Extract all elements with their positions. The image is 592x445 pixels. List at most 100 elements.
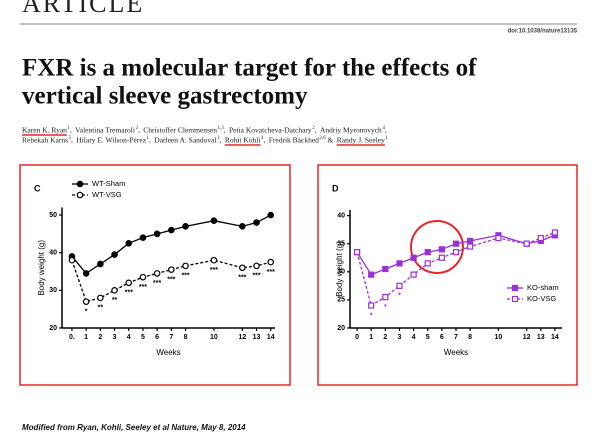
x-tick-label: 14 [267,334,275,341]
author-separator: , [138,126,142,135]
y-tick-label: 35 [337,241,345,248]
marker [125,279,133,287]
y-axis-label: Body weight (g) [37,240,46,296]
significance-label: *** [267,269,275,276]
marker [111,251,118,258]
marker [97,294,104,302]
significance-label: ** [98,305,104,312]
marker [68,256,76,264]
panel-letter: D [332,183,339,193]
legend-label: WT-Sham [92,179,125,188]
author-name: Fredrik Bäckhed [269,136,319,145]
marker [424,260,431,267]
marker [353,249,361,256]
author-name: Karen K. Ryan [22,126,67,135]
y-tick-label: 50 [49,212,57,219]
marker [210,256,218,264]
x-tick-label: 10 [210,334,218,341]
author-affiliation: 1 [385,136,388,141]
author-separator: , [385,126,387,135]
y-tick-label: 20 [49,325,57,332]
significance-label: * [384,304,387,311]
x-tick-label: 13 [537,334,545,341]
author-name: Petia Kovatcheva-Datchary [229,126,312,135]
x-tick-label: 0 [355,334,359,341]
title-line: FXR is a molecular target for the effect… [22,55,477,82]
x-tick-label: 4 [127,334,131,341]
marker [410,271,417,278]
author-affiliation: 1 [217,136,220,141]
marker [382,293,389,301]
marker [410,254,417,261]
y-tick-label: 30 [337,269,345,276]
author-separator: , [315,126,319,135]
marker [267,211,275,219]
x-tick-label: 5 [141,334,145,341]
marker [139,273,147,281]
x-tick-label: 3 [398,334,402,341]
x-tick-label: 7 [169,334,173,341]
author-name: Andriy Myronovych [320,126,382,135]
legend-marker [511,295,519,303]
x-tick-label: 12 [523,334,531,341]
author-name: Darleen A. Sandoval [154,136,216,145]
x-tick-label: 8 [184,334,188,341]
author-affiliation: 1 [147,136,150,141]
y-tick-label: 40 [49,250,57,257]
marker [382,265,389,273]
marker [182,223,189,230]
author-separator: , [263,136,267,145]
y-axis-label: Body weight (g) [335,241,344,297]
section-label: ARTICLE [22,0,144,18]
legend-marker [76,191,84,199]
marker [153,270,161,277]
author-name: Randy J. Seeley [337,136,385,145]
author-separator: , [149,136,153,145]
marker [396,260,403,267]
marker [239,223,246,230]
legend-marker [76,180,84,188]
doi: doi:10.1038/nature13135 [508,29,578,35]
author-affiliation: 2,6 [319,136,326,141]
significance-label: *** [238,275,246,282]
marker [82,270,90,277]
x-axis-label: Weeks [444,348,468,357]
legend-label: KO-VSG [527,294,556,303]
panel-frame [317,164,578,386]
author-name: Valentina Tremaroli [75,126,135,135]
author-separator: , [224,126,228,135]
significance-label: *** [252,273,260,280]
author-separator: , [70,126,74,135]
y-tick-label: 25 [337,297,345,304]
x-axis-label: Weeks [156,348,180,357]
author-affiliation: 4 [382,126,385,131]
author-affiliation: 1,3 [218,126,225,131]
significance-label: * [85,308,88,315]
marker [182,262,189,270]
marker [452,249,460,256]
significance-label: *** [181,273,189,280]
x-tick-label: 10 [495,334,503,341]
marker [452,240,460,247]
y-tick-label: 40 [337,212,345,219]
significance-label: *** [210,267,218,274]
x-tick-label: 6 [155,334,159,341]
y-tick-label: 20 [337,325,345,332]
marker [551,229,559,236]
marker [168,226,175,234]
marker [153,230,161,238]
author-separator: & [326,136,336,145]
author-affiliation: 2 [135,126,138,131]
author-name: Rebekah Karns [22,136,68,145]
significance-label: * [398,293,401,300]
marker [210,217,218,224]
author-separator: , [220,136,224,145]
marker [125,239,133,247]
footer-note: Modified from Ryan, Kohli, Seeley et al … [22,423,246,432]
x-tick-label: 14 [551,334,559,341]
author-name: Christoffer Clemmensen [143,126,217,135]
marker [467,237,474,245]
x-tick-label: 7 [454,334,458,341]
title-line: vertical sleeve gastrectomy [22,83,308,110]
